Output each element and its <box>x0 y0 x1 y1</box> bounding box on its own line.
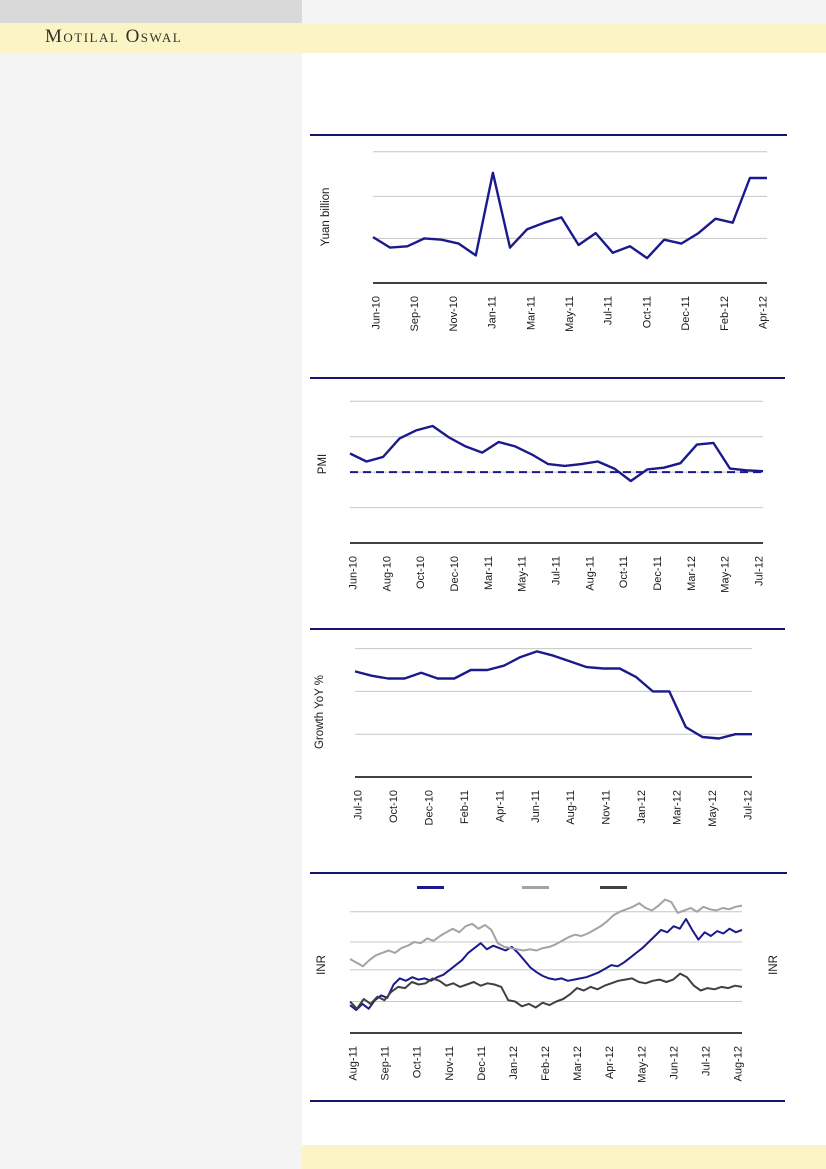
y-axis-label-pmi: PMI <box>317 453 329 475</box>
x-axis-tick-label: Apr-11 <box>494 790 506 822</box>
x-axis-tick-label: Apr-12 <box>604 1046 616 1079</box>
x-axis-tick-label: Jun-10 <box>348 556 360 590</box>
x-axis-tick-label: Mar-12 <box>686 556 698 591</box>
x-axis-tick-label: May-11 <box>517 556 529 592</box>
x-axis-tick-label: Dec-10 <box>449 556 461 591</box>
x-axis-tick-label: Dec-11 <box>476 1046 488 1081</box>
brand-banner: Motilal Oswal <box>0 23 826 53</box>
x-axis-tick-label: Oct-10 <box>415 556 427 589</box>
x-axis-tick-label: Nov-11 <box>601 790 613 825</box>
x-axis-tick-label: Jan-11 <box>487 296 499 329</box>
x-axis-tick-label: Jul-12 <box>743 790 755 820</box>
x-axis-tick-label: May-12 <box>720 556 732 593</box>
left-sidebar <box>0 0 302 1169</box>
x-axis-tick-label: Oct-11 <box>618 556 630 588</box>
x-axis-tick-label: Jul-12 <box>700 1046 712 1076</box>
x-axis-tick-label: Mar-12 <box>572 1046 584 1081</box>
x-axis-tick-label: Nov-11 <box>444 1046 456 1081</box>
footer-band <box>302 1145 826 1169</box>
brand-title: Motilal Oswal <box>45 26 183 47</box>
legend-swatch-gray <box>522 886 549 889</box>
chart-yuan-billion: Jun-10 Sep-10 Nov-10 Jan-11 Mar-11 May-11 Jul-… <box>371 140 770 340</box>
x-axis-tick-label: Sep-11 <box>380 1046 392 1081</box>
x-axis-tick-label: Aug-12 <box>733 1046 745 1081</box>
x-axis-tick-label: Mar-11 <box>525 296 537 330</box>
x-axis-tick-label: Feb-12 <box>719 296 731 331</box>
x-axis-tick-label: Mar-11 <box>483 556 495 590</box>
x-axis-tick-label: Feb-11 <box>459 790 471 824</box>
y-axis-label-inr-right: INR <box>768 955 780 975</box>
x-axis-tick-label: Jul-10 <box>353 790 365 820</box>
x-axis-tick-label: Jan-12 <box>508 1046 520 1080</box>
x-axis-tick-label: Nov-10 <box>448 296 460 331</box>
x-axis-tick-label: Aug-11 <box>565 790 577 825</box>
separator-line <box>310 377 785 379</box>
x-axis-tick-label: Dec-10 <box>423 790 435 825</box>
y-axis-label-growth-yoy: Growth YoY % <box>314 675 326 749</box>
x-axis-tick-label: Aug-11 <box>584 556 596 591</box>
chart-growth-yoy: Jul-10 Oct-10 Dec-10 Feb-11 Apr-11 Jun-11 Aug-… <box>353 640 755 835</box>
x-axis-tick-label: Jun-11 <box>530 790 542 823</box>
legend-swatch-navy <box>417 886 444 889</box>
x-axis-tick-label: Aug-11 <box>348 1046 360 1081</box>
x-axis-tick-label: Sep-10 <box>409 296 421 331</box>
chart-pmi: Jun-10 Aug-10 Oct-10 Dec-10 Mar-11 May-11 Jul-… <box>348 395 766 605</box>
legend-swatch-dark <box>600 886 627 889</box>
separator-line <box>310 134 787 136</box>
x-axis-tick-label: Jul-11 <box>603 296 615 325</box>
x-axis-tick-label: May-12 <box>636 1046 648 1083</box>
x-axis-tick-label: Aug-10 <box>381 556 393 591</box>
x-axis-tick-label: May-11 <box>564 296 576 332</box>
y-axis-label-yuan-billion: Yuan billion <box>320 187 332 247</box>
x-axis-tick-label: Oct-11 <box>641 296 653 328</box>
x-axis-tick-label: Oct-11 <box>412 1046 424 1078</box>
x-axis-tick-label: Jun-10 <box>371 296 383 330</box>
x-axis-tick-label: Jun-12 <box>668 1046 680 1080</box>
x-axis-tick-label: Jan-12 <box>636 790 648 824</box>
separator-line <box>310 1100 785 1102</box>
x-axis-tick-label: Mar-12 <box>672 790 684 825</box>
top-left-bar <box>0 0 302 23</box>
x-axis-tick-label: Jul-12 <box>754 556 766 586</box>
chart-inr: Aug-11 Sep-11 Oct-11 Nov-11 Dec-11 Jan-12 Feb-… <box>348 885 745 1095</box>
y-axis-label-inr-left: INR <box>316 955 328 975</box>
x-axis-tick-label: Dec-11 <box>680 296 692 331</box>
separator-line <box>310 628 785 630</box>
x-axis-tick-label: May-12 <box>707 790 719 827</box>
separator-line <box>310 872 787 874</box>
x-axis-tick-label: Apr-12 <box>758 296 770 329</box>
x-axis-tick-label: Jul-11 <box>551 556 563 585</box>
x-axis-tick-label: Feb-12 <box>540 1046 552 1081</box>
x-axis-tick-label: Oct-10 <box>388 790 400 823</box>
x-axis-tick-label: Dec-11 <box>652 556 664 591</box>
